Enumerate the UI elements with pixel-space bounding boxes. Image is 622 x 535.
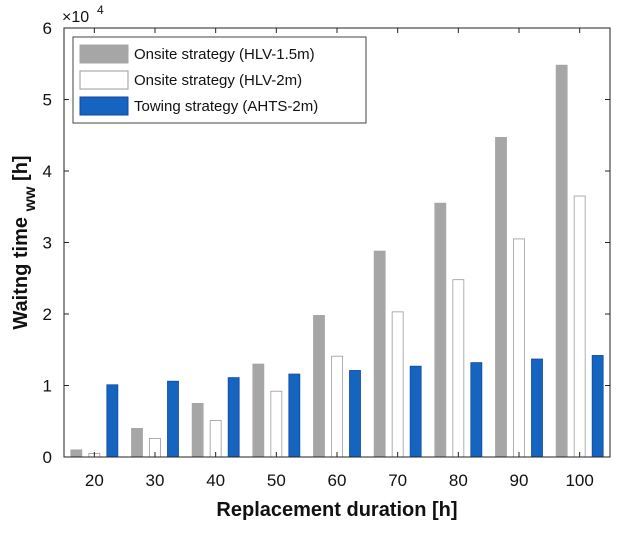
x-tick-label: 20 <box>85 471 104 490</box>
y-multiplier-base: ×10 <box>62 9 89 26</box>
legend-label-3: Towing strategy (AHTS-2m) <box>134 98 318 115</box>
x-axis-label: Replacement duration [h] <box>216 499 457 521</box>
x-tick-label: 30 <box>146 471 165 490</box>
y-tick-label: 6 <box>43 19 52 38</box>
bar-series-3-30 <box>167 380 179 458</box>
legend-swatch-3 <box>79 96 129 116</box>
bar-series-1-40 <box>191 402 204 458</box>
bar-series-2-40 <box>209 420 222 458</box>
bar-series-3-40 <box>227 377 240 458</box>
bar-series-1-30 <box>131 427 143 458</box>
y-axis-label-subscript: ww <box>22 186 39 212</box>
bar-series-3-20 <box>106 384 119 458</box>
y-tick-label: 0 <box>43 448 52 467</box>
bar-series-1-80 <box>434 202 447 458</box>
y-multiplier-exponent: 4 <box>97 3 104 17</box>
bar-series-1-50 <box>252 363 265 458</box>
bar-series-2-70 <box>391 311 404 458</box>
y-tick-label: 3 <box>43 234 52 253</box>
x-tick-label: 60 <box>328 471 347 490</box>
bar-series-3-90 <box>531 358 543 458</box>
bar-series-1-60 <box>313 315 325 458</box>
y-axis-label: Waitng time ww [h] <box>10 155 40 329</box>
y-axis-label-text: Waitng time <box>10 217 32 330</box>
x-tick-label: 100 <box>565 471 593 490</box>
legend-swatch-1 <box>79 44 129 64</box>
bar-series-3-70 <box>409 365 422 458</box>
bar-series-1-90 <box>495 136 507 458</box>
x-axis-ticks: 20 30 40 50 60 70 80 90 100 <box>85 28 594 490</box>
bar-series-2-60 <box>331 355 343 458</box>
y-tick-label: 5 <box>43 91 52 110</box>
bar-series-1-70 <box>373 250 386 458</box>
y-tick-label: 2 <box>43 305 52 324</box>
bar-series-3-60 <box>349 370 361 458</box>
bar-series-2-90 <box>513 238 525 458</box>
bar-series-3-50 <box>288 373 301 458</box>
x-tick-label: 50 <box>267 471 286 490</box>
y-axis-label-unit: [h] <box>10 155 32 181</box>
bar-series-3-100 <box>591 355 604 458</box>
bar-series-2-80 <box>452 279 465 458</box>
x-tick-label: 80 <box>449 471 468 490</box>
bar-series-1-20 <box>70 449 83 458</box>
legend: Onsite strategy (HLV-1.5m) Onsite strateg… <box>72 36 367 124</box>
legend-label-1: Onsite strategy (HLV-1.5m) <box>134 46 315 63</box>
bar-series-2-50 <box>270 390 283 458</box>
svg-text:Waitng time ww [h]: Waitng time ww [h] <box>10 155 40 329</box>
y-tick-label: 1 <box>43 377 52 396</box>
bar-series-1-100 <box>555 64 568 458</box>
legend-label-2: Onsite strategy (HLV-2m) <box>134 72 302 89</box>
y-tick-label: 4 <box>43 162 52 181</box>
bar-series-2-100 <box>573 195 586 458</box>
x-tick-label: 90 <box>510 471 529 490</box>
legend-swatch-2 <box>79 70 129 90</box>
bar-series-3-80 <box>470 362 483 458</box>
y-axis-ticks: 0 1 2 3 4 5 6 <box>43 19 610 467</box>
bars-group <box>70 64 604 458</box>
x-tick-label: 70 <box>388 471 407 490</box>
x-tick-label: 40 <box>206 471 225 490</box>
